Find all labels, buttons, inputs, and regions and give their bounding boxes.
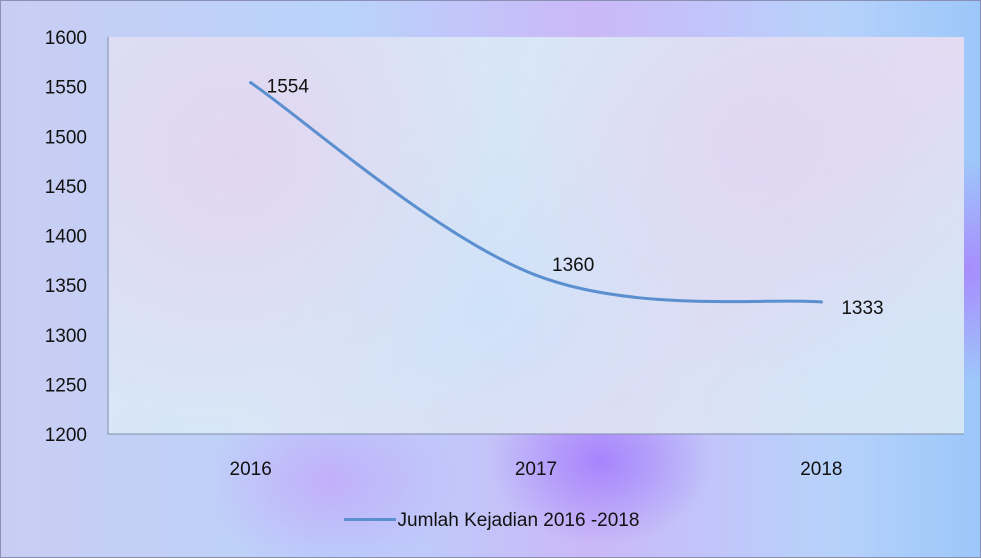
x-tick-label: 2017 xyxy=(515,459,557,480)
y-tick-label: 1350 xyxy=(45,276,87,297)
y-tick-label: 1450 xyxy=(45,177,87,198)
series-line xyxy=(249,81,823,304)
y-tick-label: 1500 xyxy=(45,127,87,148)
y-tick-label: 1300 xyxy=(45,326,87,347)
y-tick-label: 1600 xyxy=(45,28,87,49)
data-label: 1360 xyxy=(552,255,594,276)
x-tick-label: 2016 xyxy=(230,459,272,480)
y-tick-label: 1400 xyxy=(45,227,87,248)
y-tick-label: 1550 xyxy=(45,78,87,99)
legend-label: Jumlah Kejadian 2016 -2018 xyxy=(397,510,640,531)
data-point xyxy=(249,81,253,85)
y-tick-label: 1200 xyxy=(45,425,87,446)
y-tick-label: 1250 xyxy=(45,375,87,396)
x-tick-label: 2018 xyxy=(800,459,842,480)
data-point xyxy=(534,273,538,277)
plot-area xyxy=(108,37,964,434)
data-point xyxy=(819,300,823,304)
data-label: 1554 xyxy=(267,77,310,98)
legend-swatch-line xyxy=(343,518,396,522)
data-label: 1333 xyxy=(841,298,883,319)
legend: Jumlah Kejadian 2016 -2018 xyxy=(1,510,981,532)
